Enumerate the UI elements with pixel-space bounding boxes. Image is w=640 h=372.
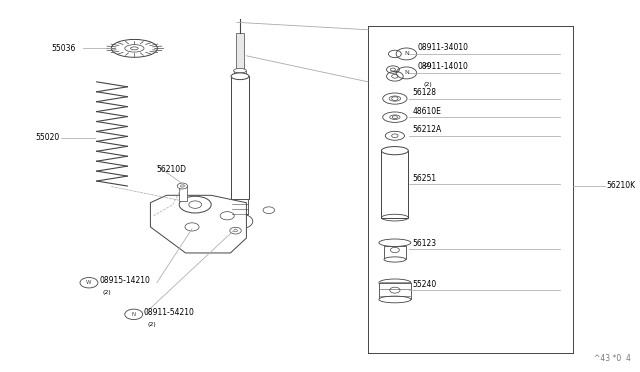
Ellipse shape xyxy=(385,131,404,140)
Text: (2): (2) xyxy=(102,290,111,295)
Ellipse shape xyxy=(384,257,406,262)
Ellipse shape xyxy=(379,239,411,246)
Text: ^43 *0  4: ^43 *0 4 xyxy=(593,354,630,363)
Circle shape xyxy=(227,214,253,229)
Bar xyxy=(384,246,406,260)
Text: (2): (2) xyxy=(424,62,433,68)
Text: 08911-54210: 08911-54210 xyxy=(144,308,195,317)
Circle shape xyxy=(177,183,188,189)
Ellipse shape xyxy=(381,147,408,155)
Text: 56251: 56251 xyxy=(413,174,437,183)
Bar xyxy=(232,199,248,214)
Text: 08911-34010: 08911-34010 xyxy=(417,44,468,52)
Ellipse shape xyxy=(231,73,249,80)
Ellipse shape xyxy=(111,39,157,57)
Text: 08911-14010: 08911-14010 xyxy=(417,62,468,71)
Bar xyxy=(379,283,411,299)
Circle shape xyxy=(230,227,241,234)
Ellipse shape xyxy=(179,196,211,213)
Text: N: N xyxy=(132,312,136,317)
Circle shape xyxy=(263,207,275,214)
Polygon shape xyxy=(150,195,246,253)
Bar xyxy=(234,71,246,76)
Text: 56128: 56128 xyxy=(413,88,437,97)
Text: 56212A: 56212A xyxy=(413,125,442,134)
Text: 55020: 55020 xyxy=(35,133,60,142)
Text: (2): (2) xyxy=(424,81,433,87)
Text: N: N xyxy=(404,70,409,76)
Text: 55240: 55240 xyxy=(413,280,437,289)
Text: 48610E: 48610E xyxy=(413,107,442,116)
Ellipse shape xyxy=(234,68,246,73)
Ellipse shape xyxy=(379,296,411,303)
Ellipse shape xyxy=(383,93,407,104)
Ellipse shape xyxy=(379,279,411,286)
Bar xyxy=(231,76,249,199)
Bar xyxy=(179,186,187,201)
Text: N: N xyxy=(404,51,409,57)
Bar xyxy=(236,33,244,71)
Ellipse shape xyxy=(383,112,407,122)
Text: 56210K: 56210K xyxy=(607,182,636,190)
Text: 56123: 56123 xyxy=(413,239,437,248)
Text: 08915-14210: 08915-14210 xyxy=(99,276,150,285)
Text: (2): (2) xyxy=(147,322,156,327)
Text: 55036: 55036 xyxy=(51,44,76,53)
Text: W: W xyxy=(86,280,92,285)
Bar xyxy=(381,151,408,218)
Text: 56210D: 56210D xyxy=(157,165,187,174)
